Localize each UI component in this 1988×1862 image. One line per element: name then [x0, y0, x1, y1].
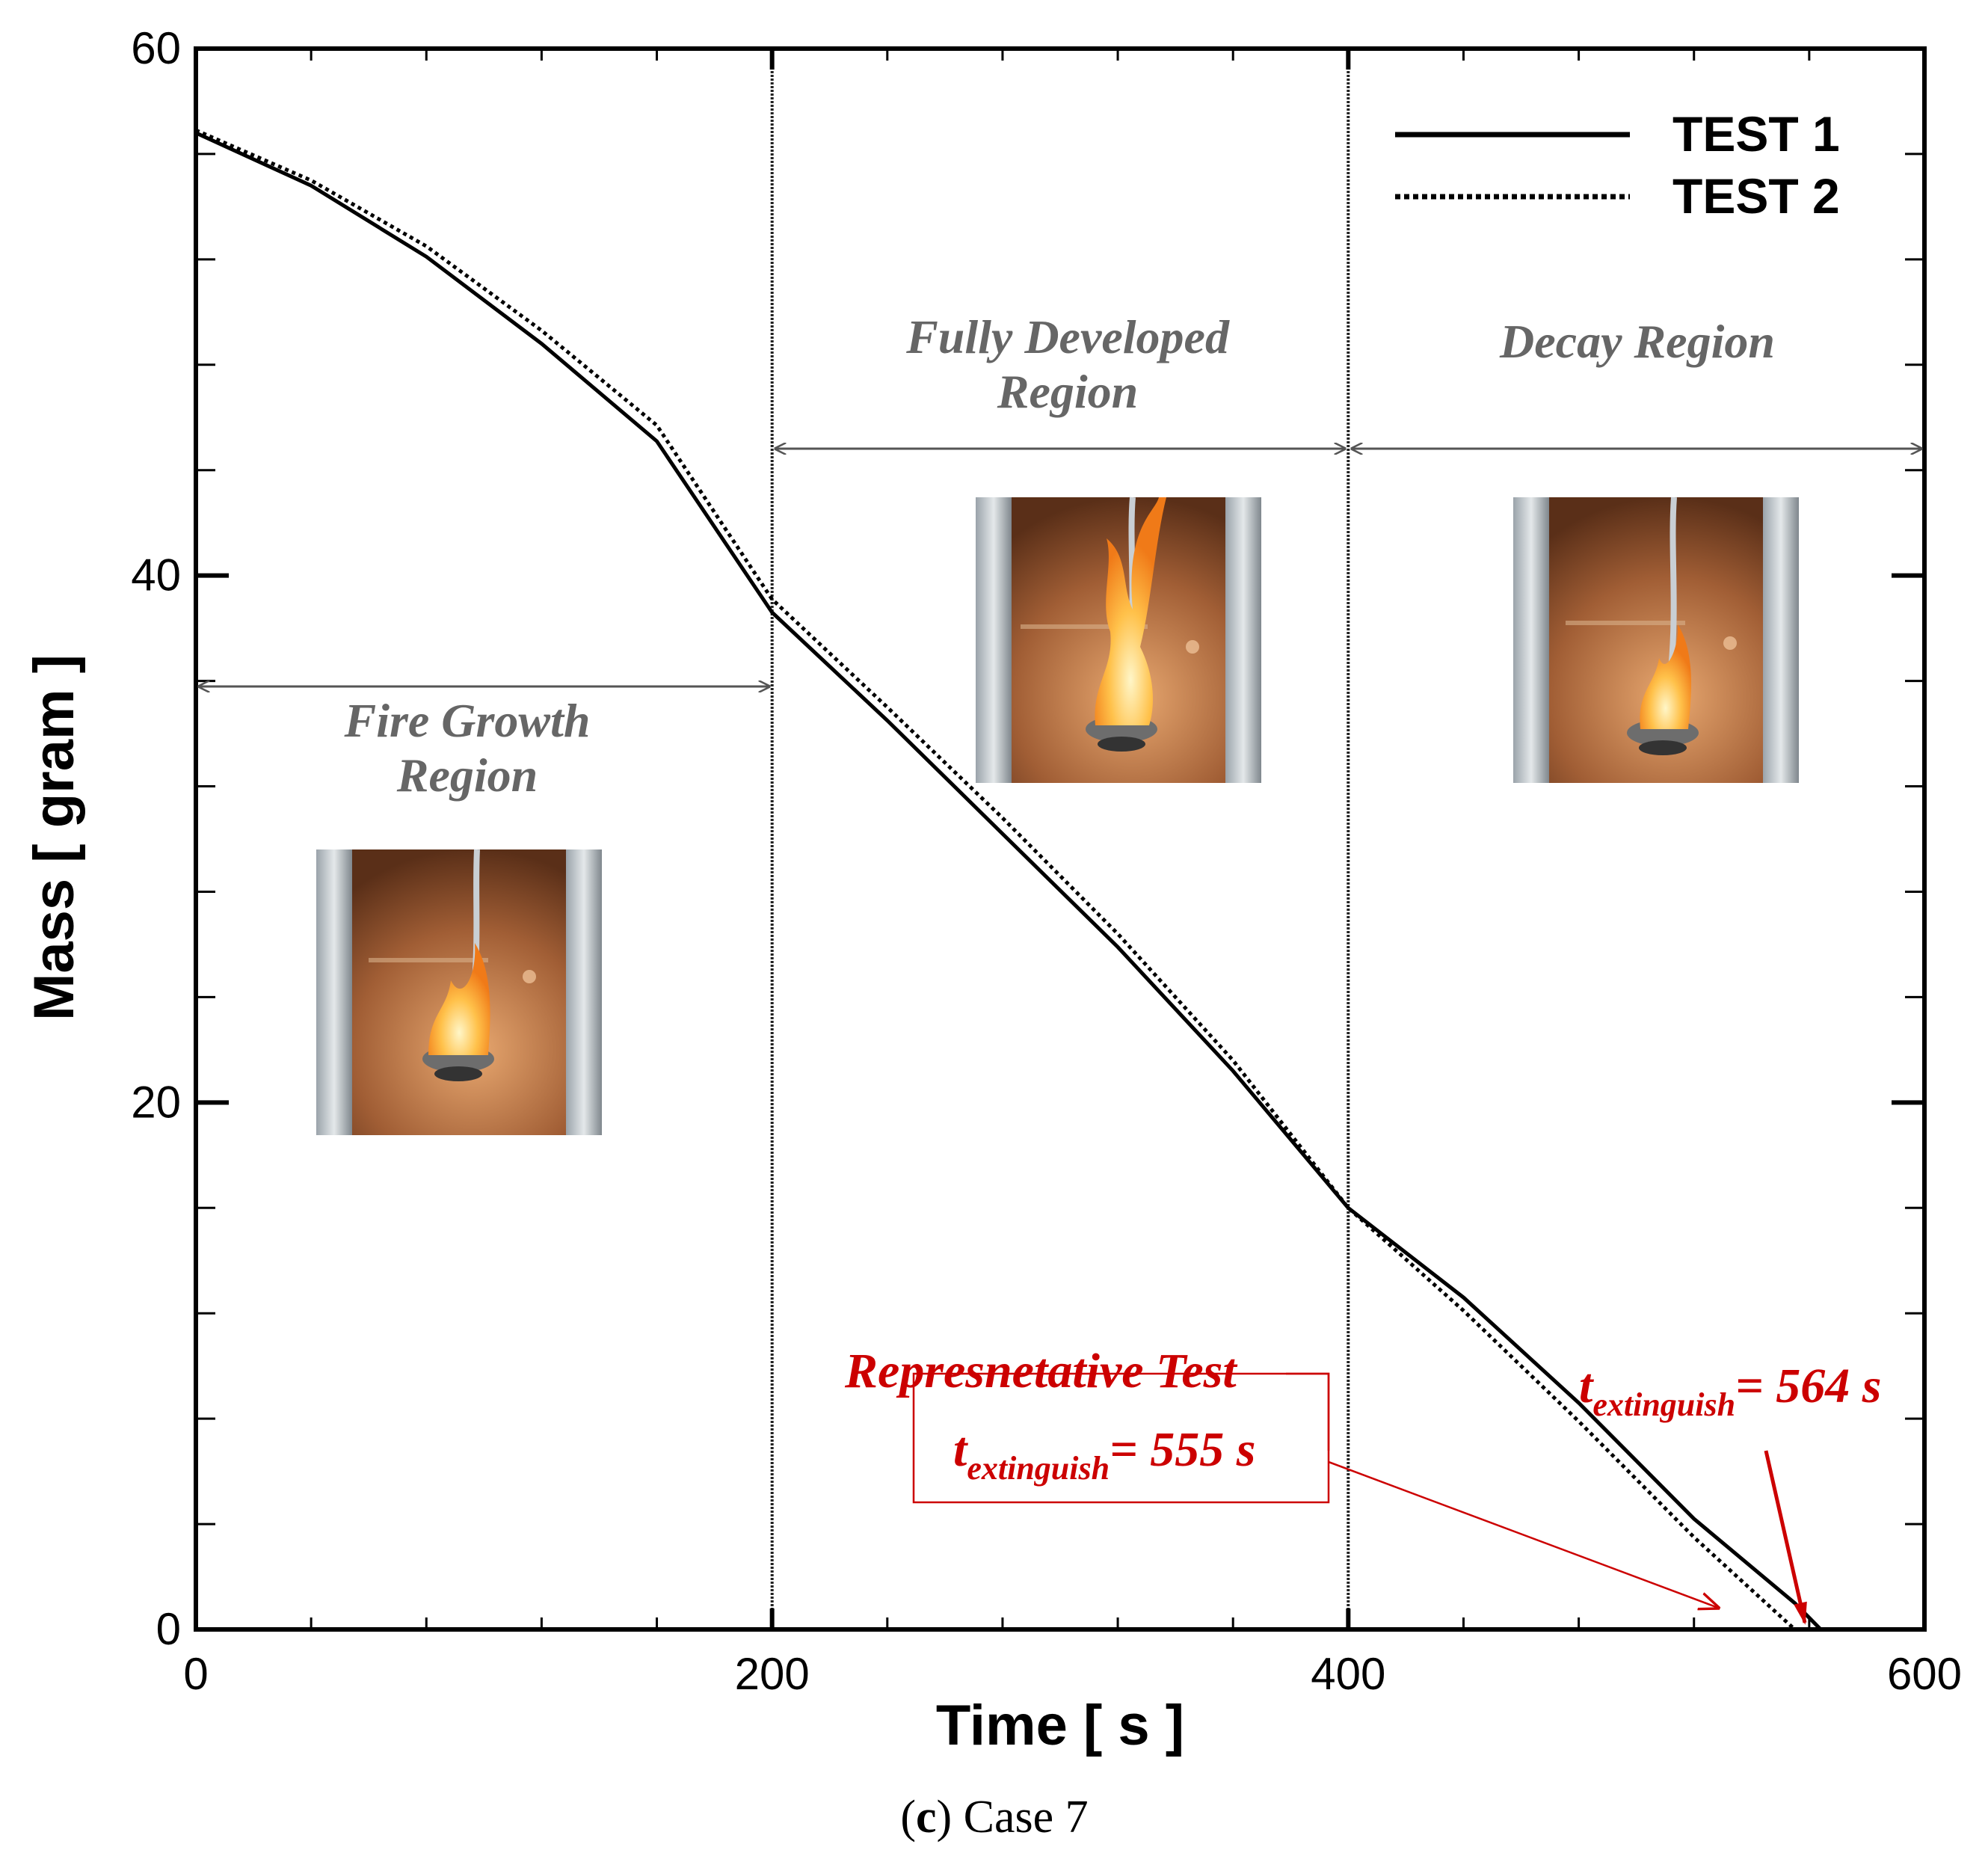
fire-growth-region-label-line1: Fire Growth — [344, 694, 591, 747]
x-tick-label: 200 — [735, 1649, 810, 1699]
test-1-extinguish-arrow — [1764, 1450, 1807, 1625]
x-tick-label: 600 — [1887, 1649, 1962, 1699]
representative-t-symbol: t — [953, 1422, 968, 1477]
caption-letter: c — [916, 1792, 937, 1843]
test-1-extinguish-time: textinguish= 564 s — [1579, 1359, 1881, 1423]
series-line-test-1 — [194, 131, 1823, 1631]
representative-t-subscript: extinguish — [967, 1450, 1110, 1487]
y-tick-label: 60 — [131, 23, 181, 73]
decay-photo — [1513, 497, 1799, 783]
axis-tick-labels: 0 200 400 600 0 20 40 60 — [131, 23, 1962, 1699]
test-1-t-value: = 564 s — [1735, 1359, 1881, 1413]
representative-t-value: = 555 s — [1110, 1422, 1255, 1477]
test-1-t-subscript: extinguish — [1592, 1386, 1735, 1423]
figure-caption: (c) Case 7 — [900, 1792, 1088, 1843]
representative-test-arrow — [1328, 1460, 1718, 1608]
fully-developed-region-label-line2: Region — [997, 365, 1138, 418]
axis-ticks — [194, 46, 1927, 1632]
representative-test-leader — [1286, 1372, 1330, 1451]
representative-test-title: Represnetative Test — [844, 1344, 1237, 1398]
legend-label-test-2: TEST 2 — [1672, 168, 1840, 224]
y-axis-title: Mass [ gram ] — [22, 654, 86, 1021]
y-tick-label: 0 — [156, 1604, 181, 1654]
fire-growth-region-label-line2: Region — [396, 749, 538, 802]
legend-label-test-1: TEST 1 — [1672, 106, 1840, 162]
fully-developed-photo — [976, 497, 1261, 783]
test-1-t-symbol: t — [1579, 1359, 1594, 1413]
plot-frame — [194, 46, 1927, 1632]
fire-growth-photo — [316, 849, 602, 1135]
legend: TEST 1 TEST 2 — [1395, 106, 1840, 224]
representative-test-time: textinguish= 555 s — [953, 1422, 1255, 1487]
fully-developed-region-label-line1: Fully Developed — [905, 310, 1230, 363]
x-tick-label: 0 — [183, 1649, 208, 1699]
y-tick-label: 20 — [131, 1077, 181, 1127]
series-line-test-2 — [195, 128, 1797, 1631]
y-tick-label: 40 — [131, 550, 181, 600]
caption-text: Case 7 — [964, 1792, 1089, 1843]
decay-region-label: Decay Region — [1499, 315, 1775, 368]
x-tick-label: 400 — [1311, 1649, 1385, 1699]
x-axis-title: Time [ s ] — [936, 1694, 1184, 1757]
